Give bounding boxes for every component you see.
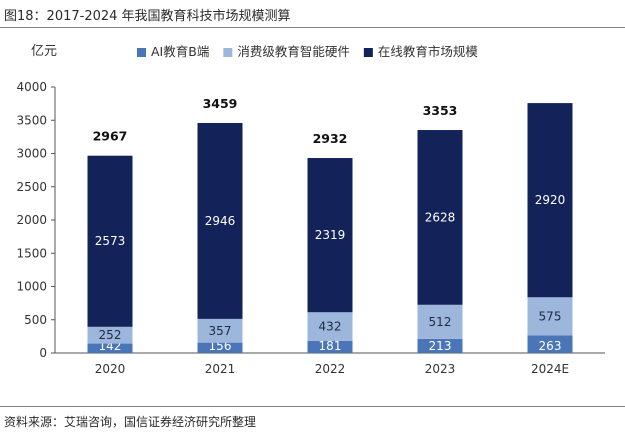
bar-2023-series-3 [417, 130, 463, 305]
data-label-2024E-series-3: 2920 [535, 193, 566, 207]
data-label-2020-series-2: 252 [99, 328, 122, 342]
x-tick-label-2020: 2020 [95, 362, 126, 376]
y-tick-label: 3500 [16, 113, 47, 127]
data-label-2024E-series-1: 263 [539, 339, 562, 353]
data-label-2021-series-3: 2946 [205, 214, 236, 228]
y-tick-label: 0 [39, 346, 47, 360]
legend-label-1: AI教育B端 [151, 44, 209, 59]
y-tick-label: 1500 [16, 246, 47, 260]
bar-2022-series-1 [307, 340, 353, 353]
data-label-2021-series-2: 357 [209, 324, 232, 338]
title-rule [0, 27, 625, 28]
bar-2024E-series-3 [527, 103, 573, 298]
x-tick-label-2024E: 2024E [531, 362, 569, 376]
bar-2024E-series-2 [527, 297, 573, 336]
total-label-2020: 2967 [93, 129, 128, 144]
data-label-2023-series-2: 512 [429, 315, 452, 329]
total-label-2021: 3459 [203, 96, 238, 111]
total-label-2023: 3353 [423, 103, 458, 118]
bar-2023-series-2 [417, 304, 463, 339]
y-tick-label: 2000 [16, 213, 47, 227]
bar-2022-series-2 [307, 312, 353, 341]
legend-swatch-1 [137, 48, 146, 57]
y-tick-label: 3000 [16, 147, 47, 161]
x-tick-label-2023: 2023 [425, 362, 456, 376]
bar-2021-series-3 [197, 122, 243, 319]
bar-2022-series-3 [307, 158, 353, 313]
y-tick-label: 2500 [16, 180, 47, 194]
x-tick-label-2022: 2022 [315, 362, 346, 376]
bar-2020-series-2 [87, 326, 133, 344]
bar-2023-series-1 [417, 338, 463, 353]
y-tick-label: 1000 [16, 280, 47, 294]
data-label-2023-series-3: 2628 [425, 210, 456, 224]
total-label-2022: 2932 [313, 131, 348, 146]
source-rule [0, 406, 625, 407]
data-label-2020-series-3: 2573 [95, 234, 126, 248]
y-tick-label: 4000 [16, 80, 47, 94]
source-note: 资料来源：艾瑞咨询，国信证券经济研究所整理 [4, 415, 257, 429]
data-label-2022-series-3: 2319 [315, 228, 346, 242]
bar-2020-series-3 [87, 155, 133, 327]
legend-swatch-2 [223, 48, 233, 57]
bar-2020-series-1 [87, 343, 133, 353]
data-label-2023-series-1: 213 [429, 339, 452, 353]
y-unit-label: 亿元 [31, 44, 57, 59]
bar-2021-series-1 [197, 342, 243, 353]
data-label-2022-series-2: 432 [319, 320, 342, 334]
data-label-2022-series-1: 181 [319, 339, 342, 353]
legend-swatch-3 [363, 48, 373, 57]
figure-title: 图18：2017-2024 年我国教育科技市场规模测算 [4, 9, 291, 24]
y-tick-label: 500 [24, 313, 47, 327]
bar-2024E-series-1 [527, 335, 573, 353]
bar-2021-series-2 [197, 318, 243, 343]
legend-label-3: 在线教育市场规模 [378, 44, 479, 59]
legend-label-2: 消费级教育智能硬件 [237, 44, 350, 59]
data-label-2024E-series-2: 575 [539, 309, 562, 323]
x-tick-label-2021: 2021 [205, 362, 236, 376]
